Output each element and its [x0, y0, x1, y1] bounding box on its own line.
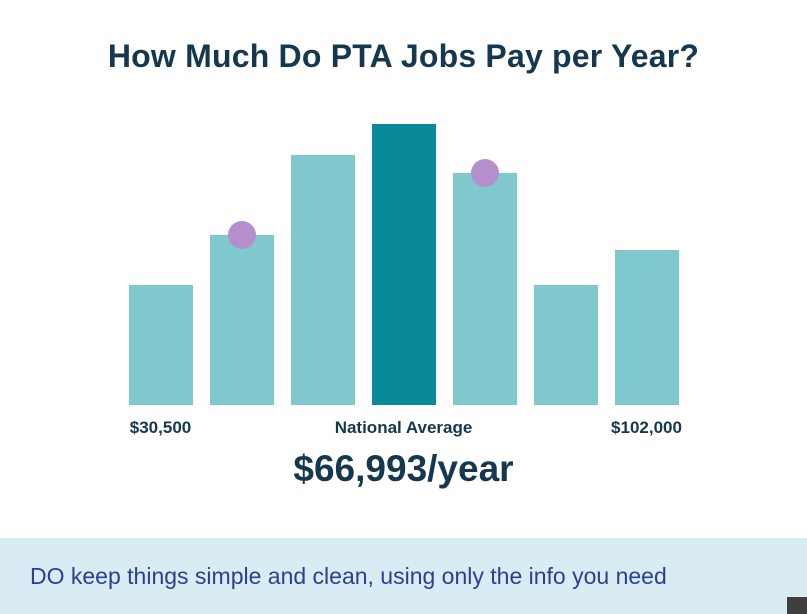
bar	[614, 124, 679, 405]
min-salary-label: $30,500	[129, 418, 192, 437]
bar	[533, 124, 598, 405]
bar-rect	[128, 285, 193, 405]
bar-chart	[128, 124, 679, 405]
axis-labels: $30,500 National Average $102,000	[129, 418, 682, 442]
average-salary-value: $66,993/year	[293, 448, 514, 489]
national-average-label: National Average	[334, 418, 473, 437]
page-title: How Much Do PTA Jobs Pay per Year?	[107, 38, 700, 74]
tip-banner: DO keep things simple and clean, using o…	[0, 538, 807, 614]
bar-rect	[452, 173, 517, 405]
bar-national-average	[371, 124, 436, 405]
bar-rect	[290, 155, 355, 405]
tip-text: DO keep things simple and clean, using o…	[30, 562, 667, 589]
bar	[452, 124, 517, 405]
bar-rect	[533, 285, 598, 405]
max-salary-label: $102,000	[611, 418, 682, 437]
bar	[290, 124, 355, 405]
bar-rect	[614, 250, 679, 405]
data-point-dot	[227, 221, 256, 249]
bar-rect	[209, 235, 274, 405]
data-point-dot	[470, 159, 499, 187]
corner-artifact	[787, 597, 807, 614]
bar	[128, 124, 193, 405]
bar-rect	[371, 124, 436, 405]
bar	[209, 124, 274, 405]
